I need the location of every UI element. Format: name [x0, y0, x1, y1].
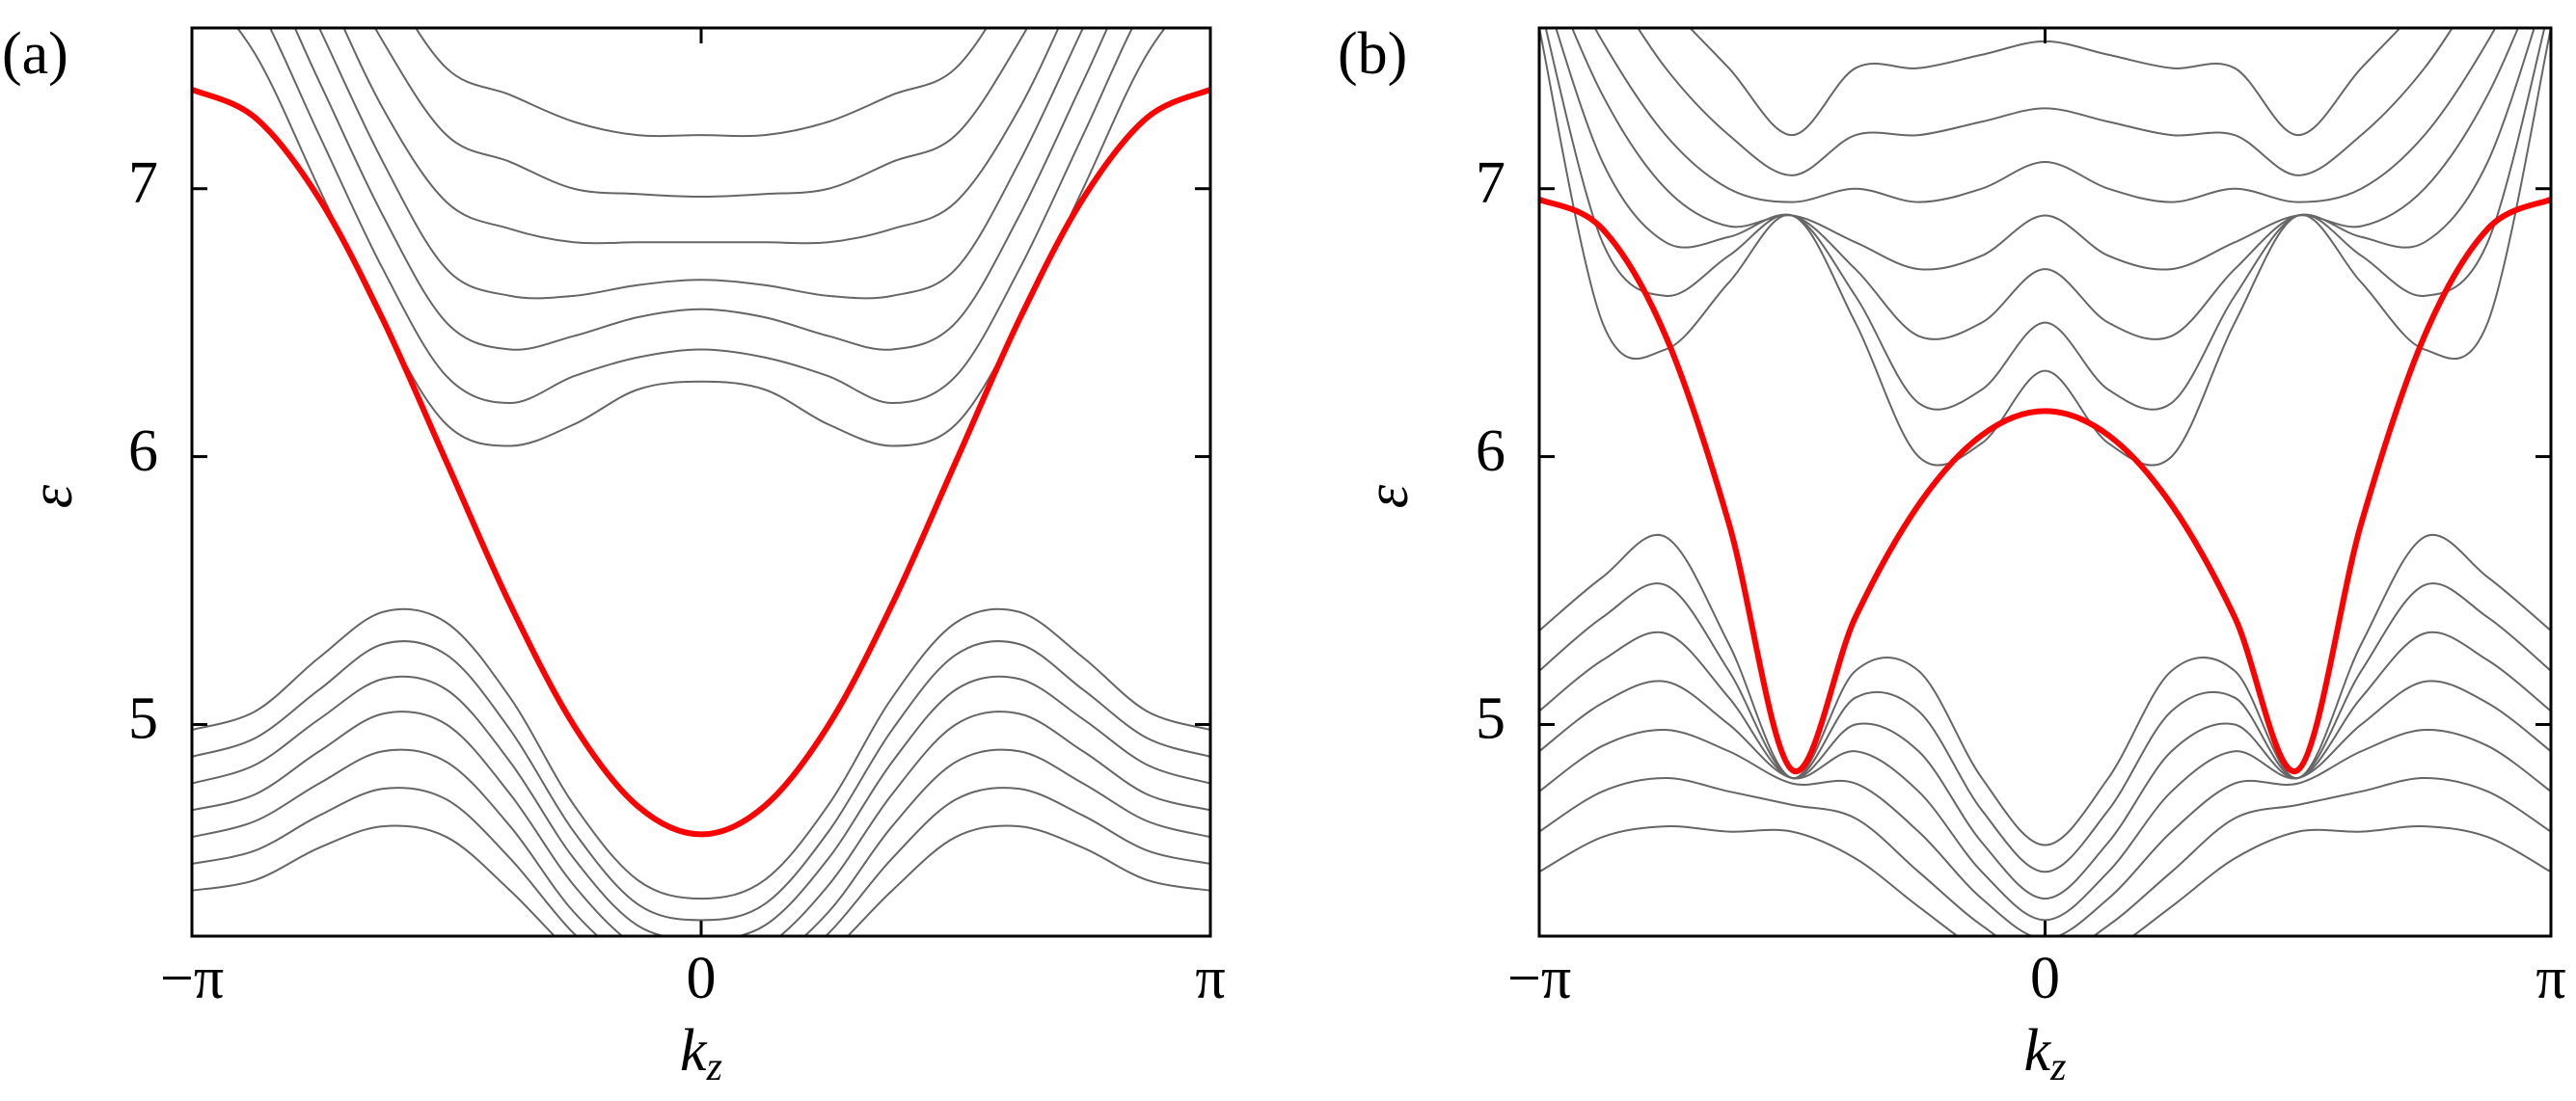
- band-line: [373, 28, 1029, 199]
- axes-frame: [1537, 26, 2553, 938]
- band-line: [1593, 28, 2497, 203]
- x-tick-label: 0: [687, 946, 717, 1011]
- band-line: [1539, 777, 2551, 936]
- band-line: [293, 28, 1109, 351]
- band-line: [192, 711, 1210, 936]
- x-tick-label: −π: [1507, 946, 1571, 1011]
- band-line: [192, 607, 1210, 900]
- plot-area: [1539, 28, 2551, 936]
- x-tick-label: π: [2535, 946, 2565, 1011]
- band-line: [192, 787, 1210, 936]
- x-tick-label: −π: [160, 946, 224, 1011]
- band-line: [1539, 197, 2551, 775]
- y-tick-label: 6: [128, 418, 158, 484]
- band-line: [192, 824, 1210, 936]
- band-line: [1539, 680, 2551, 922]
- band-line: [1571, 28, 2519, 271]
- x-axis-label-sub: z: [706, 1045, 722, 1089]
- axes-frame: [190, 26, 1212, 938]
- band-line: [192, 640, 1210, 922]
- x-tick-label: 0: [2030, 946, 2060, 1011]
- band-line: [1539, 631, 2551, 900]
- band-line: [192, 748, 1210, 936]
- band-line: [342, 28, 1060, 245]
- band-line: [268, 28, 1134, 405]
- band-line: [1555, 28, 2535, 340]
- y-tick-label: 7: [128, 150, 158, 216]
- y-axis-label: ε: [1355, 484, 1421, 508]
- x-axis-label-main: k: [680, 1018, 708, 1084]
- band-line: [1637, 28, 2454, 176]
- band-line: [1539, 28, 2551, 467]
- band-line: [1539, 582, 2551, 873]
- panel-label: (a): [2, 21, 68, 87]
- x-axis-label: kz: [680, 1018, 722, 1088]
- band-line: [1539, 824, 2551, 936]
- y-tick-label: 7: [1476, 150, 1505, 216]
- band-line: [192, 87, 1210, 838]
- band-line: [1539, 533, 2551, 846]
- y-axis-label: ε: [19, 484, 85, 508]
- band-line: [192, 675, 1210, 936]
- x-axis-label: kz: [2024, 1018, 2067, 1088]
- band-line: [1689, 28, 2401, 137]
- x-tick-label: π: [1195, 946, 1225, 1011]
- band-line: [414, 28, 989, 138]
- band-line: [235, 28, 1167, 447]
- plot-area: [192, 28, 1210, 936]
- x-axis-label-main: k: [2024, 1018, 2052, 1084]
- x-axis-label-sub: z: [2049, 1045, 2066, 1089]
- y-tick-label: 5: [128, 686, 158, 752]
- band-line: [317, 28, 1085, 300]
- panel-label: (b): [1338, 21, 1407, 87]
- band-line: [1544, 28, 2546, 411]
- y-tick-label: 5: [1476, 686, 1505, 752]
- y-tick-label: 6: [1476, 418, 1505, 484]
- band-line: [1539, 729, 2551, 936]
